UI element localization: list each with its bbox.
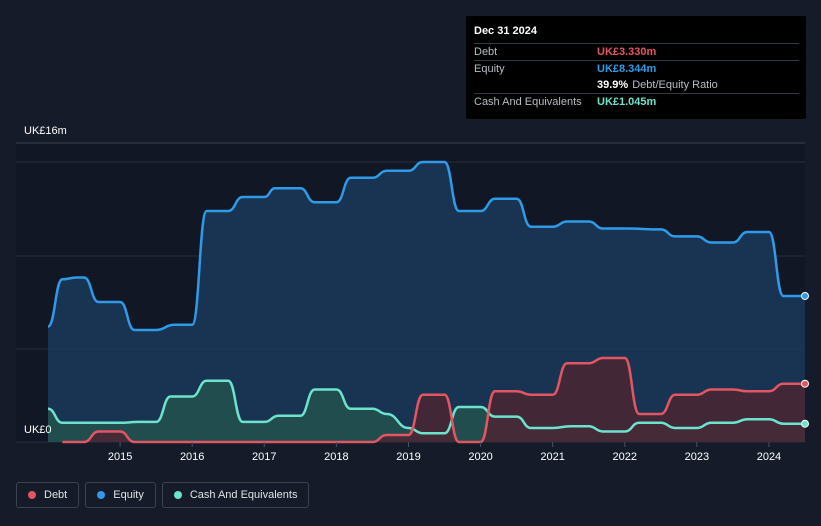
legend-item-cash[interactable]: Cash And Equivalents xyxy=(161,482,310,508)
legend-label: Equity xyxy=(113,489,144,501)
tooltip-value: 39.9% xyxy=(597,79,629,91)
x-axis-ticks: 2015 2016 2017 2018 2019 2020 2021 2022 2023 2024 xyxy=(108,442,781,463)
y-axis-top-label: UK£16m xyxy=(24,125,67,137)
x-tick-label: 2023 xyxy=(685,451,709,463)
tooltip-label: Cash And Equivalents xyxy=(474,96,582,108)
tooltip-label: Equity xyxy=(474,63,505,75)
tooltip-label: Debt xyxy=(474,46,498,58)
x-tick-label: 2017 xyxy=(252,451,276,463)
tooltip-row-cash: Cash And Equivalents UK£1.045m xyxy=(474,93,799,110)
end-marker-equity xyxy=(801,291,809,300)
area-cash-and-equivalents xyxy=(48,380,805,442)
tooltip-row-debt: Debt UK£3.330m xyxy=(474,43,799,60)
x-tick-label: 2020 xyxy=(468,451,492,463)
series-areas xyxy=(48,162,805,442)
tooltip-row-equity: Equity UK£8.344m xyxy=(474,60,799,77)
tooltip-label xyxy=(474,77,597,93)
x-tick-label: 2022 xyxy=(613,451,637,463)
chart-legend: Debt Equity Cash And Equivalents xyxy=(16,482,310,508)
tooltip-date: Dec 31 2024 xyxy=(474,25,537,37)
tooltip-value: UK£3.330m xyxy=(597,46,657,58)
legend-label: Cash And Equivalents xyxy=(189,489,298,501)
x-tick-label: 2021 xyxy=(540,451,564,463)
legend-dot-icon xyxy=(28,491,36,499)
legend-dot-icon xyxy=(97,491,106,499)
y-axis-bottom-label: UK£0 xyxy=(24,424,52,436)
end-marker-debt xyxy=(801,379,809,388)
x-tick-label: 2019 xyxy=(396,451,420,463)
legend-item-debt[interactable]: Debt xyxy=(16,482,80,508)
legend-item-equity[interactable]: Equity xyxy=(85,482,156,508)
x-tick-label: 2016 xyxy=(180,451,204,463)
tooltip-suffix: Debt/Equity Ratio xyxy=(632,79,718,91)
end-marker-cash-and-equivalents xyxy=(801,419,809,428)
x-tick-label: 2015 xyxy=(108,451,132,463)
tooltip-panel: Dec 31 2024 Debt UK£3.330m Equity UK£8.3… xyxy=(466,16,806,119)
line-cash-and-equivalents xyxy=(47,379,805,435)
legend-label: Debt xyxy=(44,489,68,501)
x-tick-label: 2018 xyxy=(324,451,348,463)
end-markers xyxy=(801,291,809,428)
tooltip-row-ratio: 39.9% Debt/Equity Ratio xyxy=(474,77,799,93)
tooltip-value: UK£8.344m xyxy=(597,63,657,75)
x-tick-label: 2024 xyxy=(757,451,781,463)
legend-dot-icon xyxy=(173,491,182,499)
area-debt xyxy=(62,358,805,442)
tooltip-value: UK£1.045m xyxy=(597,96,657,108)
line-equity xyxy=(46,160,805,332)
